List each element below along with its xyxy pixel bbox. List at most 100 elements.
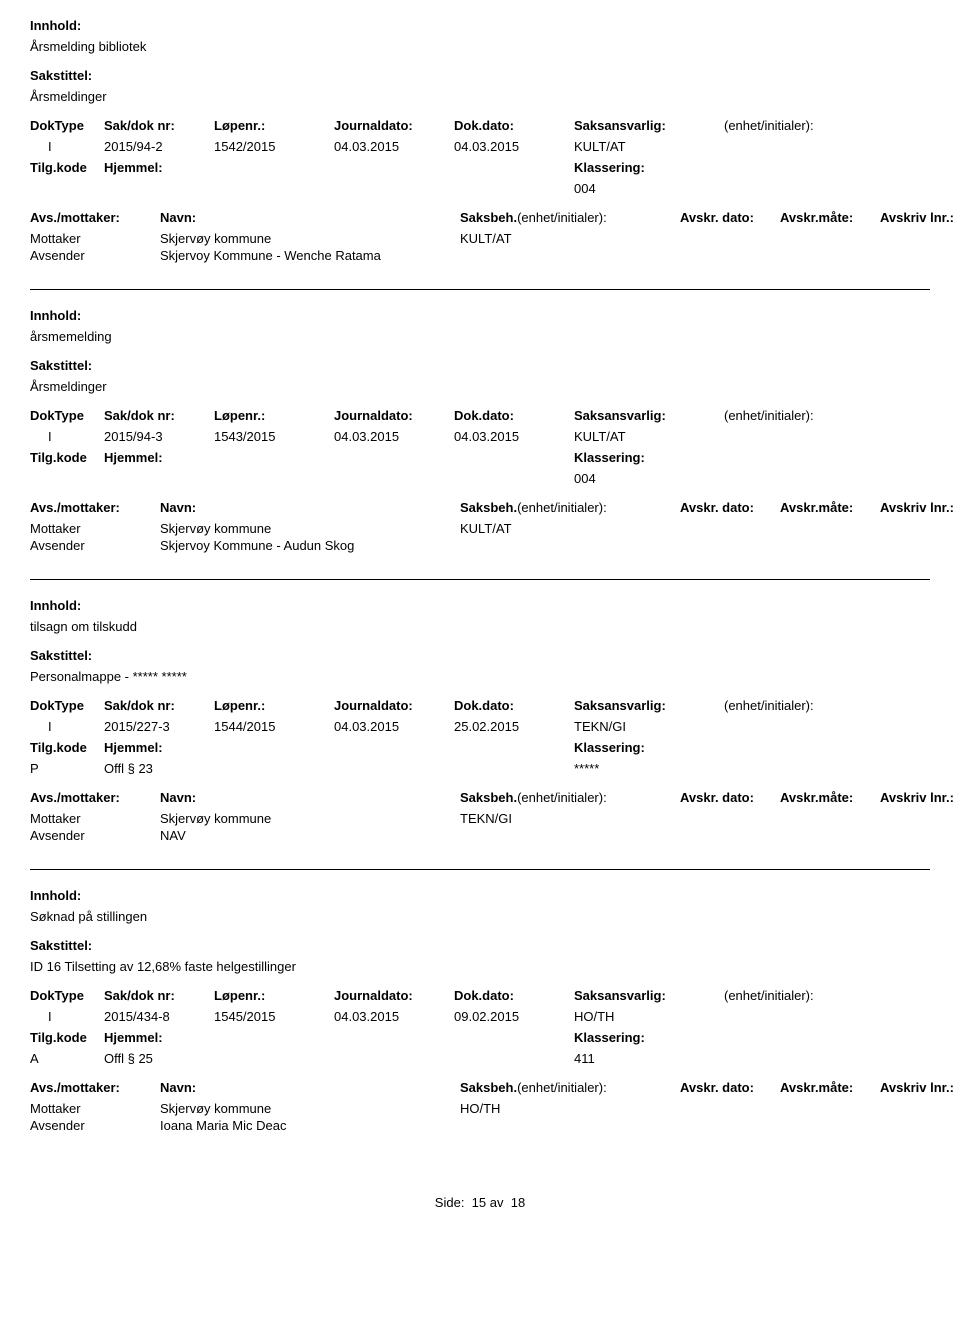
saksbeh-label: Saksbeh.(enhet/initialer): — [460, 1080, 680, 1095]
sakstittel-label: Sakstittel: — [30, 938, 930, 953]
lopenr-label: Løpenr.: — [214, 408, 334, 423]
klassering-value: ***** — [574, 761, 930, 776]
sakstittel-label: Sakstittel: — [30, 648, 930, 663]
avskriv-lnr-label: Avskriv lnr.: — [880, 210, 954, 225]
avskriv-lnr-label: Avskriv lnr.: — [880, 1080, 954, 1095]
enhet-label: (enhet/initialer): — [724, 408, 930, 423]
lopenr-label: Løpenr.: — [214, 698, 334, 713]
party-row: Mottaker Skjervøy kommune KULT/AT — [30, 521, 930, 536]
party-name: Skjervøy kommune — [160, 1101, 460, 1116]
header-row-2: Tilg.kode Hjemmel: Klassering: — [30, 450, 930, 465]
journaldato-value: 04.03.2015 — [334, 429, 454, 444]
avsmottaker-label: Avs./mottaker: — [30, 210, 160, 225]
doktype-value: I — [30, 719, 104, 734]
header-row-1: DokType Sak/dok nr: Løpenr.: Journaldato… — [30, 118, 930, 133]
lopenr-label: Løpenr.: — [214, 988, 334, 1003]
doktype-label: DokType — [30, 698, 104, 713]
hjemmel-label: Hjemmel: — [104, 1030, 574, 1045]
sakdok-label: Sak/dok nr: — [104, 118, 214, 133]
tilgkode-value: P — [30, 761, 104, 776]
sakdok-value: 2015/227-3 — [104, 719, 214, 734]
journaldato-value: 04.03.2015 — [334, 1009, 454, 1024]
innhold-value: Søknad på stillingen — [30, 909, 930, 924]
hjemmel-label: Hjemmel: — [104, 740, 574, 755]
klassering-label: Klassering: — [574, 1030, 930, 1045]
navn-label: Navn: — [160, 790, 460, 805]
saksansvarlig-label: Saksansvarlig: — [574, 408, 724, 423]
avsmottaker-label: Avs./mottaker: — [30, 1080, 160, 1095]
saksbeh-label: Saksbeh.(enhet/initialer): — [460, 210, 680, 225]
header-row-1: DokType Sak/dok nr: Løpenr.: Journaldato… — [30, 408, 930, 423]
value-row-1: I 2015/94-2 1542/2015 04.03.2015 04.03.2… — [30, 139, 930, 154]
doktype-label: DokType — [30, 118, 104, 133]
tilgkode-label: Tilg.kode — [30, 450, 104, 465]
sakstittel-value: Årsmeldinger — [30, 89, 930, 104]
sakstittel-value: ID 16 Tilsetting av 12,68% faste helgest… — [30, 959, 930, 974]
header-row-2: Tilg.kode Hjemmel: Klassering: — [30, 160, 930, 175]
value-row-1: I 2015/227-3 1544/2015 04.03.2015 25.02.… — [30, 719, 930, 734]
sakdok-value: 2015/94-3 — [104, 429, 214, 444]
party-row: Mottaker Skjervøy kommune HO/TH — [30, 1101, 930, 1116]
journal-record: Innhold: Søknad på stillingen Sakstittel… — [30, 888, 930, 1159]
avsmottaker-label: Avs./mottaker: — [30, 500, 160, 515]
saksbeh-value: KULT/AT — [460, 231, 930, 246]
dokdato-value: 25.02.2015 — [454, 719, 574, 734]
journaldato-value: 04.03.2015 — [334, 139, 454, 154]
hjemmel-label: Hjemmel: — [104, 160, 574, 175]
party-name: Skjervøy kommune — [160, 521, 460, 536]
hjemmel-label: Hjemmel: — [104, 450, 574, 465]
dokdato-label: Dok.dato: — [454, 988, 574, 1003]
innhold-label: Innhold: — [30, 18, 930, 33]
saksbeh-value: KULT/AT — [460, 521, 930, 536]
avskr-mate-label: Avskr.måte: — [780, 210, 880, 225]
party-name: Skjervoy Kommune - Audun Skog — [160, 538, 460, 553]
footer: Side: 15 av 18 — [30, 1195, 930, 1210]
navn-label: Navn: — [160, 210, 460, 225]
avskr-mate-label: Avskr.måte: — [780, 500, 880, 515]
journaldato-label: Journaldato: — [334, 118, 454, 133]
avskr-dato-label: Avskr. dato: — [680, 210, 780, 225]
tilgkode-value: A — [30, 1051, 104, 1066]
sakdok-value: 2015/94-2 — [104, 139, 214, 154]
sakdok-value: 2015/434-8 — [104, 1009, 214, 1024]
saksansvarlig-label: Saksansvarlig: — [574, 118, 724, 133]
value-row-2: A Offl § 25 411 — [30, 1051, 930, 1066]
klassering-value: 004 — [574, 471, 930, 486]
sakdok-label: Sak/dok nr: — [104, 698, 214, 713]
hjemmel-value — [104, 181, 574, 196]
hjemmel-value — [104, 471, 574, 486]
value-row-1: I 2015/434-8 1545/2015 04.03.2015 09.02.… — [30, 1009, 930, 1024]
avskr-mate-label: Avskr.måte: — [780, 790, 880, 805]
avsmottaker-label: Avs./mottaker: — [30, 790, 160, 805]
lopenr-value: 1545/2015 — [214, 1009, 334, 1024]
header-row-3: Avs./mottaker: Navn: Saksbeh.(enhet/init… — [30, 210, 930, 225]
party-row: Avsender NAV — [30, 828, 930, 843]
tilgkode-value — [30, 181, 104, 196]
saksansvarlig-label: Saksansvarlig: — [574, 988, 724, 1003]
avskr-dato-label: Avskr. dato: — [680, 500, 780, 515]
header-row-2: Tilg.kode Hjemmel: Klassering: — [30, 740, 930, 755]
klassering-value: 004 — [574, 181, 930, 196]
klassering-label: Klassering: — [574, 160, 930, 175]
dokdato-label: Dok.dato: — [454, 408, 574, 423]
footer-page: 15 — [472, 1195, 486, 1210]
journal-record: Innhold: Årsmelding bibliotek Sakstittel… — [30, 18, 930, 290]
value-row-2: 004 — [30, 181, 930, 196]
party-row: Avsender Ioana Maria Mic Deac — [30, 1118, 930, 1133]
innhold-value: årsmemelding — [30, 329, 930, 344]
navn-label: Navn: — [160, 500, 460, 515]
party-row: Mottaker Skjervøy kommune KULT/AT — [30, 231, 930, 246]
doktype-label: DokType — [30, 408, 104, 423]
sakdok-label: Sak/dok nr: — [104, 408, 214, 423]
footer-av: av — [490, 1195, 504, 1210]
sakstittel-value: Personalmappe - ***** ***** — [30, 669, 930, 684]
journaldato-value: 04.03.2015 — [334, 719, 454, 734]
journaldato-label: Journaldato: — [334, 698, 454, 713]
innhold-value: Årsmelding bibliotek — [30, 39, 930, 54]
saksansvarlig-value: TEKN/GI — [574, 719, 724, 734]
value-row-2: 004 — [30, 471, 930, 486]
enhet-label: (enhet/initialer): — [724, 988, 930, 1003]
enhet-label: (enhet/initialer): — [724, 698, 930, 713]
party-name: Skjervoy Kommune - Wenche Ratama — [160, 248, 460, 263]
avskr-mate-label: Avskr.måte: — [780, 1080, 880, 1095]
